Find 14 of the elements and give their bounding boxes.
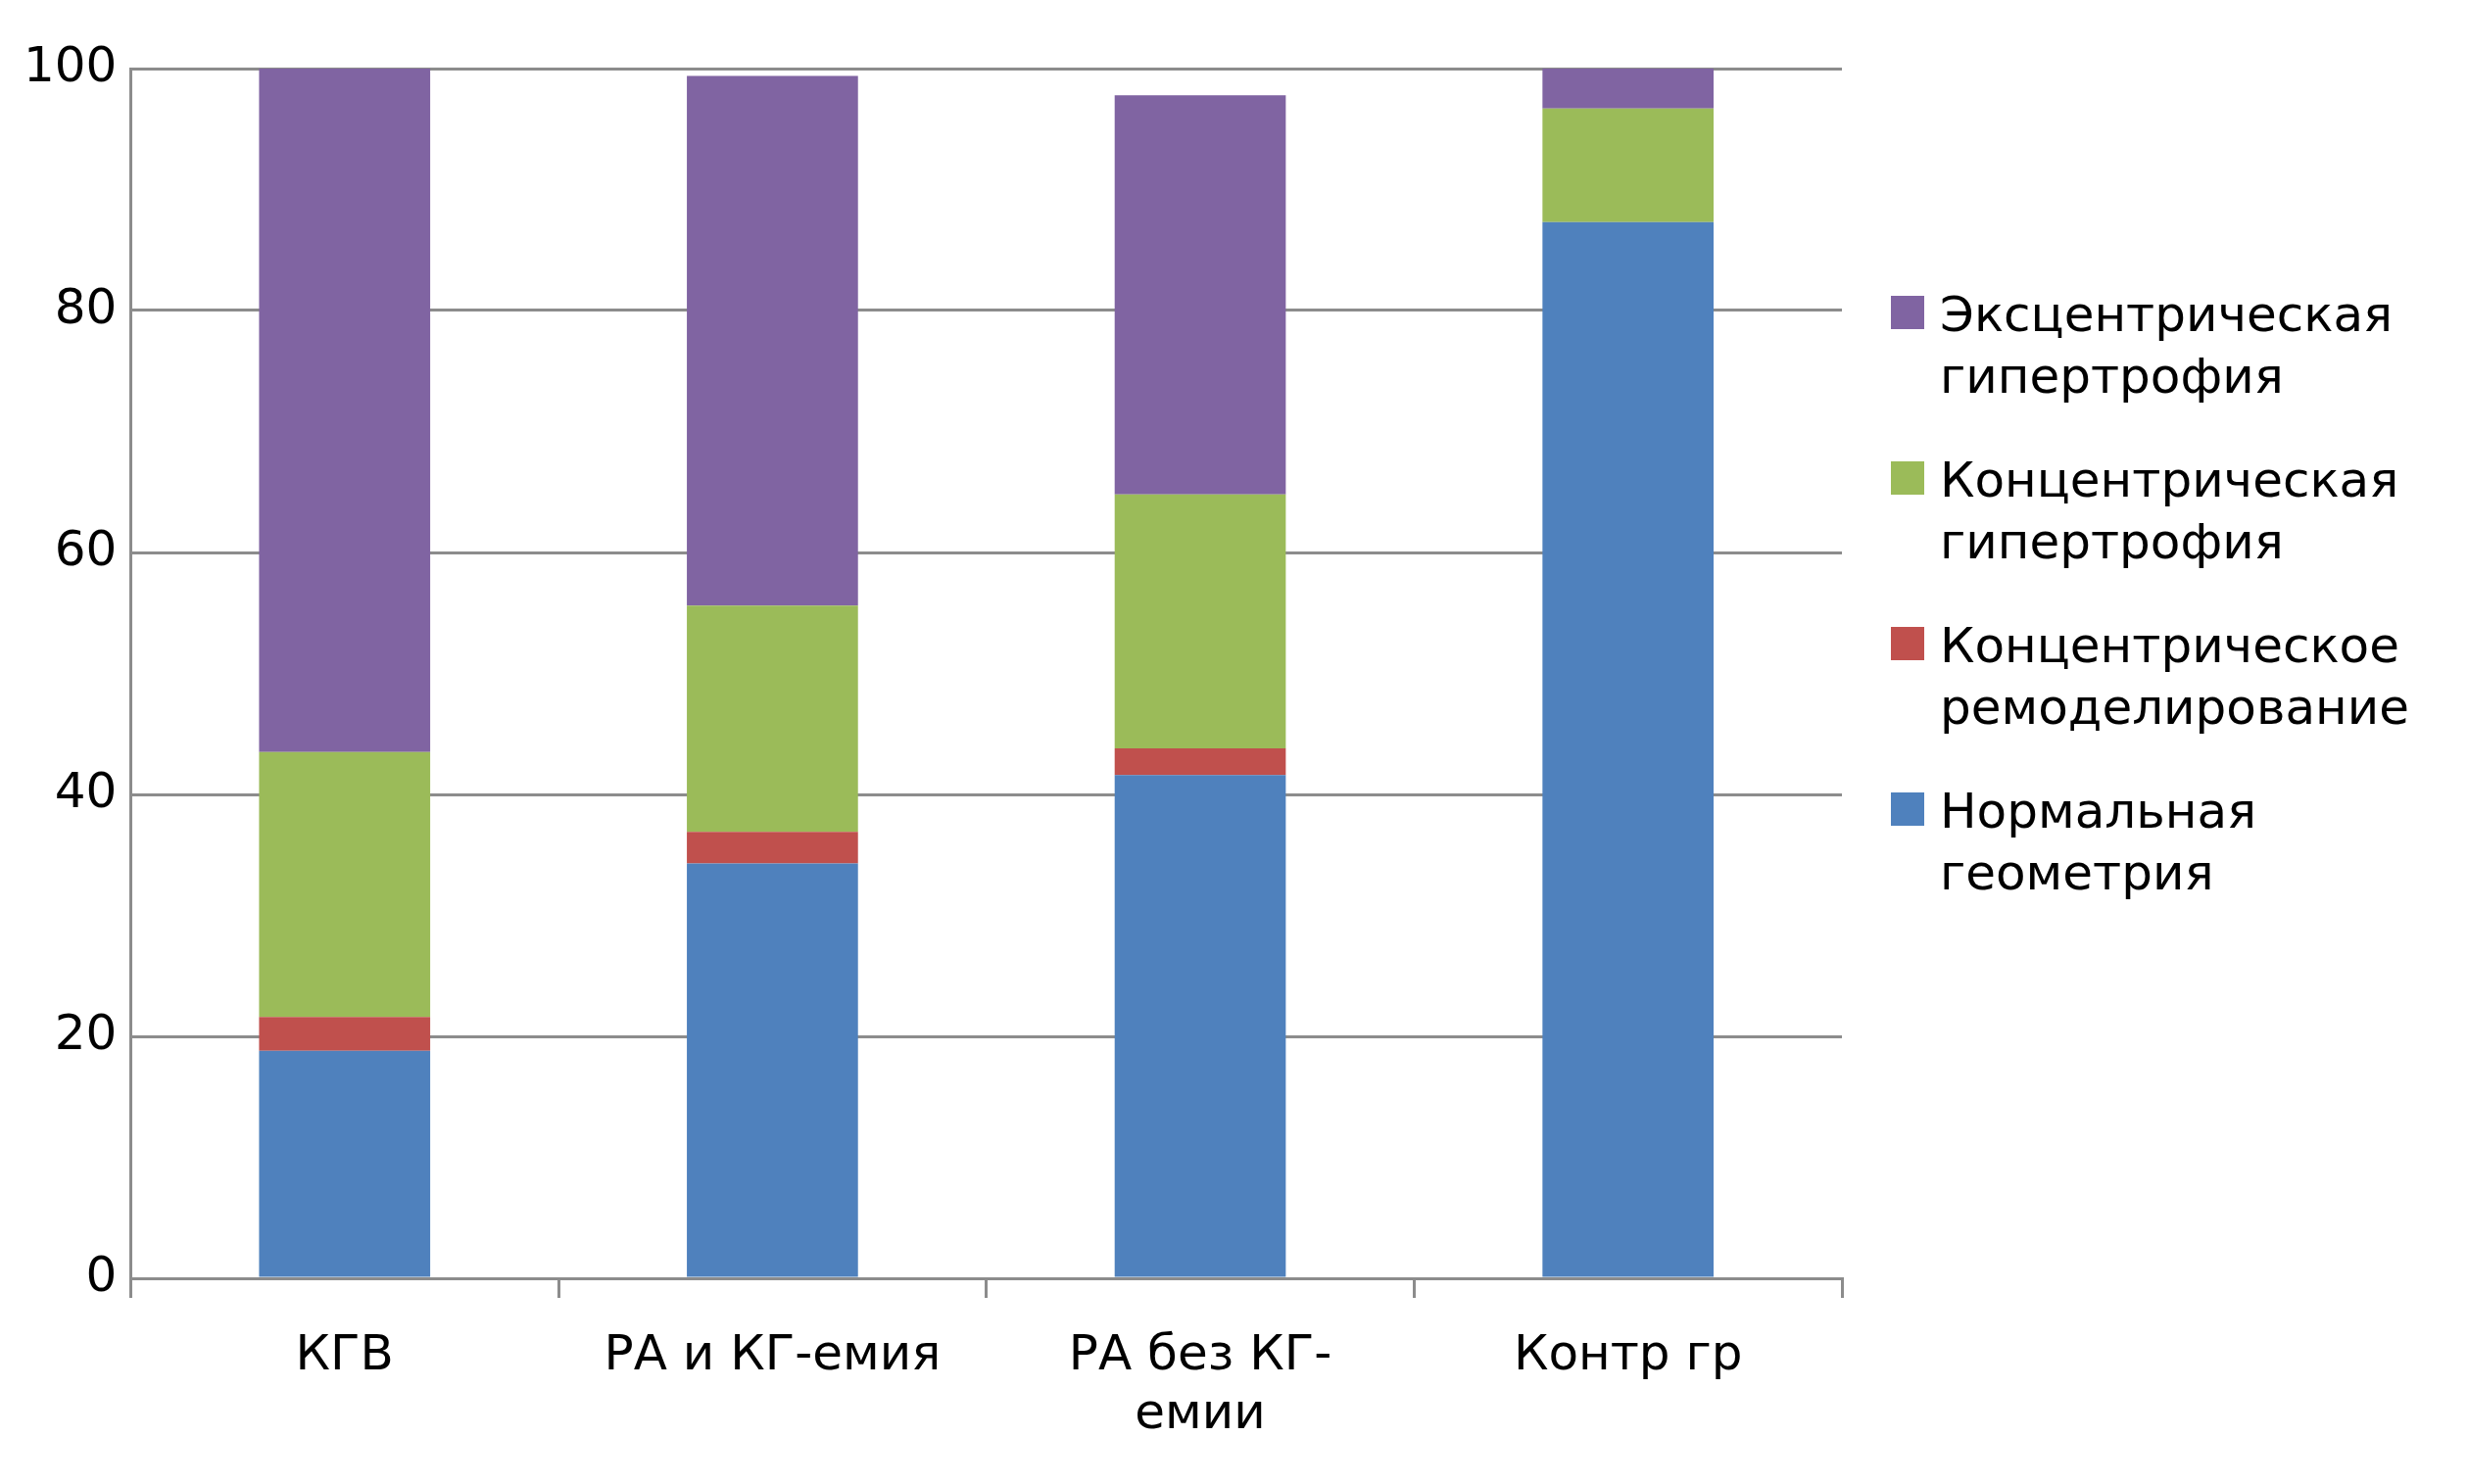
y-tick-label: 80: [54, 277, 118, 335]
legend-label: Нормальная геометрия: [1940, 782, 2258, 903]
x-tick-label: Контр гр: [1513, 1323, 1743, 1381]
legend-label: Эксцентрическая гипертрофия: [1940, 285, 2394, 407]
y-tick-label: 40: [54, 761, 118, 819]
x-tick-label: КГВ: [295, 1323, 394, 1381]
y-tick-label: 100: [24, 35, 118, 93]
x-tick-label: РА и КГ-емия: [604, 1323, 942, 1381]
y-tick-label: 60: [54, 519, 118, 577]
x-tick-label: РА без КГ-емии: [1068, 1323, 1332, 1440]
y-tick-label: 20: [54, 1003, 118, 1061]
legend-label: Концентрическая гипертрофия: [1940, 451, 2400, 572]
y-tick-label: 0: [85, 1245, 118, 1303]
legend-label: Концентрическое ремоделирование: [1940, 616, 2410, 738]
